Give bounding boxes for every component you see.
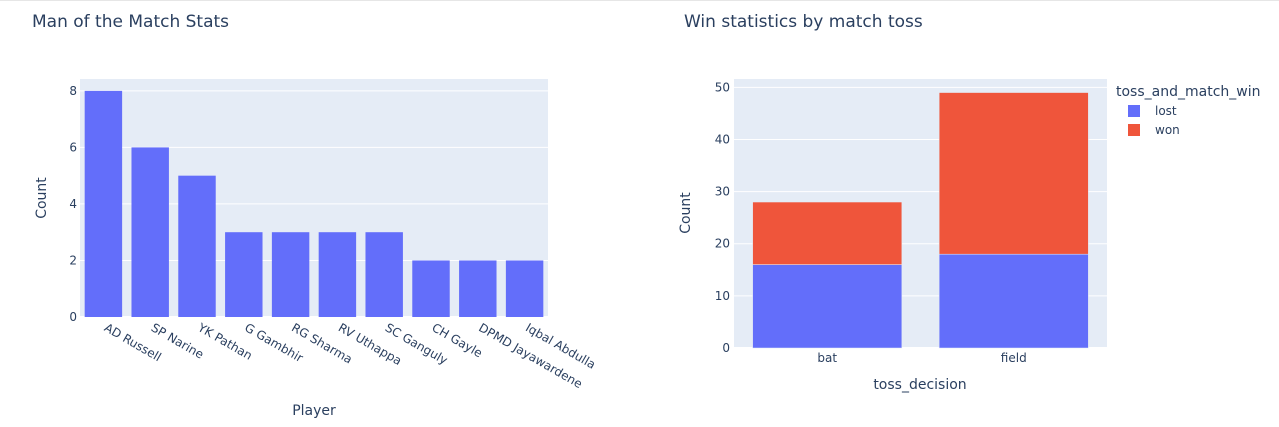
chart1-y-tick-label: 4 xyxy=(69,197,77,211)
chart2-legend[interactable]: toss_and_match_win lost won xyxy=(1116,84,1260,137)
chart2-bar-won[interactable] xyxy=(752,201,903,265)
chart1-y-axis-title: Count xyxy=(34,177,50,219)
chart2-y-tick-label: 30 xyxy=(715,185,730,199)
legend-swatch-lost xyxy=(1128,105,1140,117)
chart1-bars xyxy=(84,90,544,317)
chart1-y-ticks: 0 2 4 6 8 xyxy=(69,84,77,324)
top-rule xyxy=(0,0,1279,1)
chart1-bar[interactable] xyxy=(459,260,497,317)
chart-man-of-the-match: Man of the Match Stats 0 2 4 6 8 AD RussellS… xyxy=(32,12,598,419)
chart1-bar[interactable] xyxy=(505,260,544,317)
chart1-x-axis-title: Player xyxy=(292,403,336,419)
chart2-y-tick-label: 0 xyxy=(722,341,730,355)
chart-win-statistics: Win statistics by match toss 0 10 20 30 40 50… xyxy=(678,12,1260,393)
chart1-title: Man of the Match Stats xyxy=(32,12,229,32)
chart1-y-tick-label: 2 xyxy=(69,253,77,267)
chart1-y-tick-label: 0 xyxy=(69,310,77,324)
chart1-bar[interactable] xyxy=(271,232,310,317)
chart1-bar[interactable] xyxy=(412,260,450,317)
chart2-title: Win statistics by match toss xyxy=(684,12,923,32)
chart2-y-tick-label: 10 xyxy=(715,289,730,303)
chart1-y-tick-label: 6 xyxy=(69,140,77,154)
chart1-bar[interactable] xyxy=(365,232,403,317)
chart2-y-ticks: 0 10 20 30 40 50 xyxy=(715,80,730,355)
chart1-bar[interactable] xyxy=(131,147,169,317)
chart1-bar[interactable] xyxy=(318,232,357,317)
chart2-x-tick-label: field xyxy=(1001,351,1027,365)
chart2-y-tick-label: 50 xyxy=(715,80,730,94)
chart2-x-tick-label: bat xyxy=(817,351,837,365)
chart2-x-ticks: bat field xyxy=(817,351,1026,365)
legend-item-won[interactable]: won xyxy=(1128,123,1180,137)
legend-swatch-won xyxy=(1128,124,1140,136)
chart2-y-tick-label: 40 xyxy=(715,132,730,146)
chart1-y-tick-label: 8 xyxy=(69,84,77,98)
legend-label-won: won xyxy=(1155,123,1180,137)
chart2-bar-lost[interactable] xyxy=(752,264,903,349)
chart1-bar[interactable] xyxy=(178,175,216,317)
chart2-y-axis-title: Count xyxy=(678,192,694,234)
chart2-y-tick-label: 20 xyxy=(715,237,730,251)
legend-label-lost: lost xyxy=(1155,104,1177,118)
chart2-bar-won[interactable] xyxy=(938,92,1089,255)
chart1-bar[interactable] xyxy=(84,90,123,317)
chart2-bar-lost[interactable] xyxy=(938,253,1089,349)
legend-title: toss_and_match_win xyxy=(1116,84,1260,100)
chart1-bar[interactable] xyxy=(225,232,263,317)
chart2-bars xyxy=(752,92,1089,349)
chart2-x-axis-title: toss_decision xyxy=(873,377,966,393)
legend-item-lost[interactable]: lost xyxy=(1128,104,1177,118)
